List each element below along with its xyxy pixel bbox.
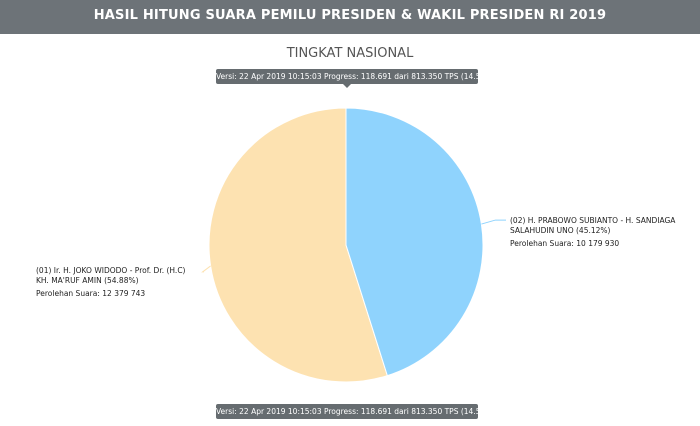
version-badge-bottom: Versi: 22 Apr 2019 10:15:03 Progress: 11… [216,404,510,419]
leader-line-02 [481,219,506,225]
slice-label-01-line2: KH. MA'RUF AMIN (54.88%) [36,276,139,285]
version-text-bottom: Versi: 22 Apr 2019 10:15:03 Progress: 11… [216,407,510,416]
leader-line-01 [201,265,211,273]
slice-label-02-line1: (02) H. PRABOWO SUBIANTO - H. SANDIAGA [510,216,676,225]
slice-label-01-line1: (01) Ir. H. JOKO WIDODO - Prof. Dr. (H.C… [36,266,186,275]
page-title: HASIL HITUNG SUARA PEMILU PRESIDEN & WAK… [93,7,607,23]
version-badge-top: Versi: 22 Apr 2019 10:15:03 Progress: 11… [216,69,510,88]
version-text-top: Versi: 22 Apr 2019 10:15:03 Progress: 11… [216,72,510,81]
slice-label-02-line2: SALAHUDIN UNO (45.12%) [510,226,611,235]
badge-pointer [343,84,351,88]
slice-label-01: (01) Ir. H. JOKO WIDODO - Prof. Dr. (H.C… [36,266,206,299]
pie-slice-02[interactable] [345,107,484,377]
slice-votes-02: Perolehan Suara: 10 179 930 [510,239,620,248]
pie-slice-01[interactable] [208,107,388,383]
slice-label-02: (02) H. PRABOWO SUBIANTO - H. SANDIAGA S… [510,216,680,249]
slice-votes-01: Perolehan Suara: 12 379 743 [36,289,146,298]
header-bar: HASIL HITUNG SUARA PEMILU PRESIDEN & WAK… [0,0,700,34]
chart-subtitle: TINGKAT NASIONAL [286,46,414,61]
